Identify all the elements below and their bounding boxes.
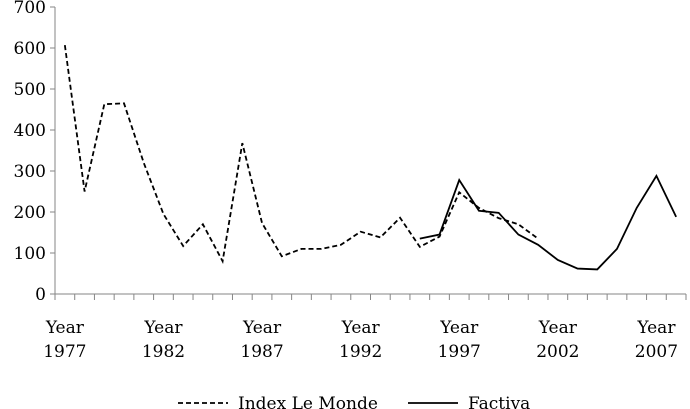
x-tick-label: Year 2002 [536,318,579,362]
x-tick-label-line2: 1992 [339,342,382,362]
x-tick-label-line1: Year [636,318,676,338]
x-tick-label-line1: Year [143,318,183,338]
x-tick-label-line1: Year [45,318,85,338]
x-tick-label-line2: 2007 [635,342,678,362]
series-line-factiva [419,174,677,271]
legend-item: Factiva [408,394,530,409]
x-tick-label: Year 2007 [635,318,678,362]
legend: Index Le Monde Factiva [178,394,530,409]
x-tick-label-line1: Year [439,318,479,338]
y-tick-label: 200 [14,203,46,223]
y-tick-label: 0 [35,285,46,305]
x-axis-minor-ticks [54,294,687,300]
x-tick-label-line2: 1997 [438,342,481,362]
y-tick-label: 700 [14,0,46,18]
x-tick-label: Year 1992 [339,318,382,362]
y-axis-ticks: 0 100 200 300 400 500 600 700 [14,0,55,305]
series-line-index-le-monde [63,45,539,264]
y-tick-label: 400 [14,121,46,141]
y-tick-label: 100 [14,244,46,264]
x-tick-label-line1: Year [538,318,578,338]
x-tick-label-line2: 1977 [43,342,86,362]
legend-label: Index Le Monde [238,394,378,409]
y-tick-label: 500 [14,80,46,100]
x-tick-label-line2: 1987 [240,342,283,362]
y-tick-label: 600 [14,39,46,59]
y-tick-label: 300 [14,162,46,182]
series-layer [63,45,677,271]
legend-label: Factiva [468,394,530,409]
x-tick-label-line1: Year [242,318,282,338]
x-tick-label: Year 1982 [142,318,185,362]
x-tick-label-line2: 2002 [536,342,579,362]
x-tick-label: Year 1987 [240,318,283,362]
x-tick-label-line2: 1982 [142,342,185,362]
legend-item: Index Le Monde [178,394,378,409]
x-tick-label: Year 1977 [43,318,86,362]
x-axis-tick-labels: Year 1977 Year 1982 Year 1987 Year 1992 Year 1997… [43,318,678,362]
x-tick-label: Year 1997 [438,318,481,362]
x-tick-label-line1: Year [341,318,381,338]
